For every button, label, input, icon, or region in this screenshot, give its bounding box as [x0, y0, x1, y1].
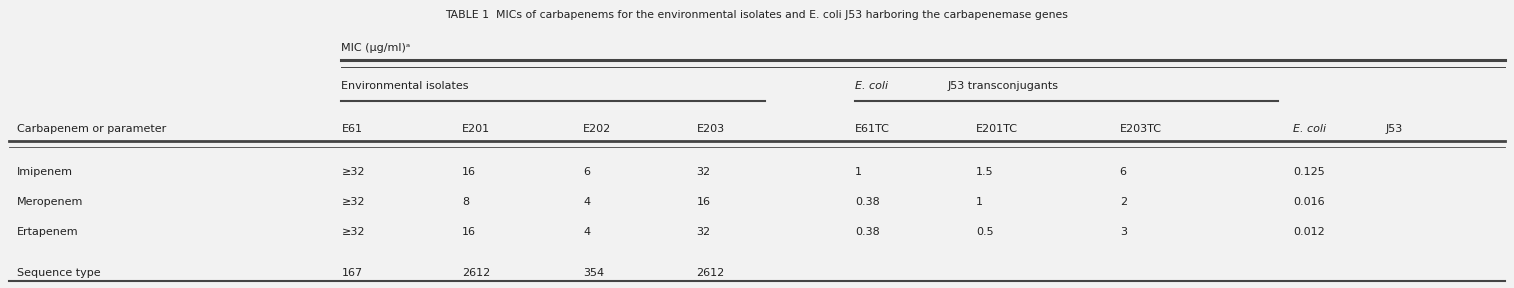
- Text: E201TC: E201TC: [977, 124, 1017, 134]
- Text: 0.016: 0.016: [1293, 197, 1325, 207]
- Text: 2612: 2612: [696, 268, 725, 278]
- Text: E61: E61: [342, 124, 362, 134]
- Text: 8: 8: [462, 197, 469, 207]
- Text: E202: E202: [583, 124, 612, 134]
- Text: 2612: 2612: [462, 268, 491, 278]
- Text: Sequence type: Sequence type: [17, 268, 100, 278]
- Text: 6: 6: [1120, 167, 1126, 177]
- Text: 0.5: 0.5: [977, 227, 993, 237]
- Text: Meropenem: Meropenem: [17, 197, 83, 207]
- Text: MIC (μg/ml)ᵃ: MIC (μg/ml)ᵃ: [342, 43, 410, 53]
- Text: ≥32: ≥32: [342, 227, 365, 237]
- Text: 4: 4: [583, 197, 590, 207]
- Text: ≥32: ≥32: [342, 167, 365, 177]
- Text: 16: 16: [696, 197, 710, 207]
- Text: 2: 2: [1120, 197, 1126, 207]
- Text: 1: 1: [855, 167, 863, 177]
- Text: 354: 354: [583, 268, 604, 278]
- Text: 0.125: 0.125: [1293, 167, 1325, 177]
- Text: 3: 3: [1120, 227, 1126, 237]
- Text: J53 transconjugants: J53 transconjugants: [948, 81, 1058, 91]
- Text: E. coli: E. coli: [1293, 124, 1331, 134]
- Text: 0.012: 0.012: [1293, 227, 1325, 237]
- Text: E201: E201: [462, 124, 491, 134]
- Text: 1.5: 1.5: [977, 167, 993, 177]
- Text: Imipenem: Imipenem: [17, 167, 73, 177]
- Text: 4: 4: [583, 227, 590, 237]
- Text: 6: 6: [583, 167, 590, 177]
- Text: 32: 32: [696, 227, 710, 237]
- Text: TABLE 1  MICs of carbapenems for the environmental isolates and E. coli J53 harb: TABLE 1 MICs of carbapenems for the envi…: [445, 10, 1069, 20]
- Text: E203: E203: [696, 124, 725, 134]
- Text: Carbapenem or parameter: Carbapenem or parameter: [17, 124, 165, 134]
- Text: 0.38: 0.38: [855, 197, 880, 207]
- Text: J53: J53: [1385, 124, 1403, 134]
- Text: Environmental isolates: Environmental isolates: [342, 81, 469, 91]
- Text: E. coli: E. coli: [855, 81, 892, 91]
- Text: 16: 16: [462, 167, 477, 177]
- Text: Ertapenem: Ertapenem: [17, 227, 79, 237]
- Text: 32: 32: [696, 167, 710, 177]
- Text: 16: 16: [462, 227, 477, 237]
- Text: 1: 1: [977, 197, 983, 207]
- Text: E61TC: E61TC: [855, 124, 890, 134]
- Text: 0.38: 0.38: [855, 227, 880, 237]
- Text: 167: 167: [342, 268, 362, 278]
- Text: E203TC: E203TC: [1120, 124, 1161, 134]
- Text: ≥32: ≥32: [342, 197, 365, 207]
